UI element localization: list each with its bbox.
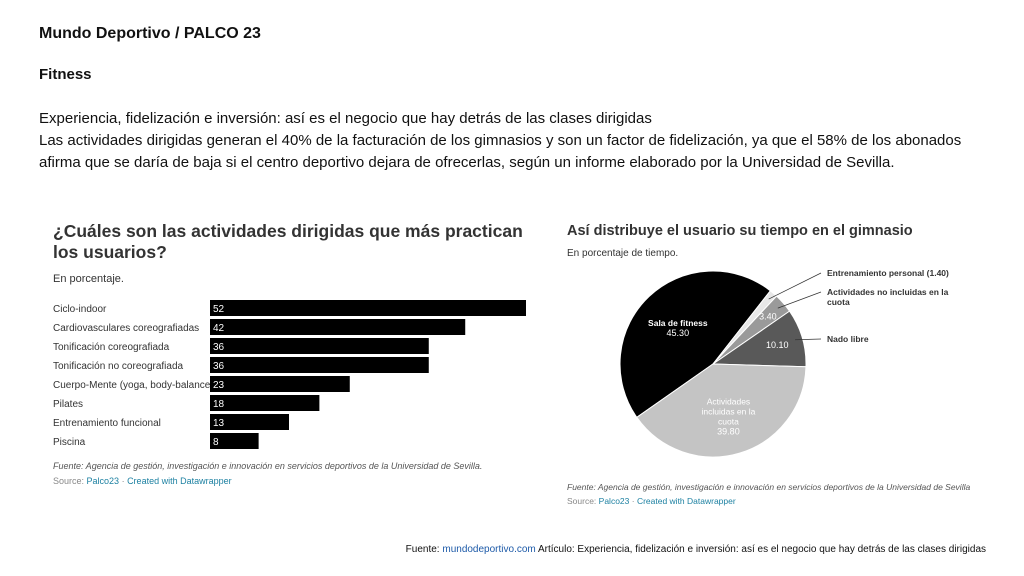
source-separator: · xyxy=(119,476,128,486)
bar xyxy=(210,376,350,392)
bar xyxy=(210,319,466,335)
source-prefix: Source: xyxy=(567,496,599,506)
pie-chart-subtitle: En porcentaje de tiempo. xyxy=(567,248,679,259)
page-title: Mundo Deportivo / PALCO 23 xyxy=(39,25,261,42)
bar xyxy=(210,300,526,316)
footer-text: Artículo: Experiencia, fidelización e in… xyxy=(535,544,986,555)
bar-category-label: Ciclo-indoor xyxy=(53,304,107,315)
bar-value-label: 36 xyxy=(213,342,225,353)
page-footer: Fuente: mundodeportivo.com Artículo: Exp… xyxy=(406,544,986,555)
article-summary: Las actividades dirigidas generan el 40%… xyxy=(39,132,962,171)
bar-chart-subtitle: En porcentaje. xyxy=(53,273,124,285)
bar-value-label: 18 xyxy=(213,399,225,410)
bar xyxy=(210,338,429,354)
pie-slice-label: Actividades xyxy=(707,397,750,407)
bar-category-label: Entrenamiento funcional xyxy=(53,418,161,429)
bar-chart-panel: ¿Cuáles son las actividades dirigidas qu… xyxy=(53,221,533,491)
pie-leader-line xyxy=(768,272,822,300)
pie-slice-label: incluidas en la xyxy=(702,407,756,417)
source-link[interactable]: Palco23 xyxy=(598,496,630,506)
source-link[interactable]: Palco23 xyxy=(86,476,120,486)
datawrapper-link[interactable]: Created with Datawrapper xyxy=(127,476,232,486)
bar-category-label: Piscina xyxy=(53,437,86,448)
pie-leader-line xyxy=(795,338,822,341)
pie-chart-panel: Así distribuye el usuario su tiempo en e… xyxy=(567,222,987,512)
datawrapper-link[interactable]: Created with Datawrapper xyxy=(636,496,736,506)
pie-slice-label: cuota xyxy=(718,417,739,427)
bar xyxy=(210,395,320,411)
pie-chart-note: Fuente: Agencia de gestión, investigació… xyxy=(567,482,971,492)
bar-value-label: 23 xyxy=(213,380,225,391)
pie-slice-label: Sala de fitness xyxy=(648,318,708,328)
pie-slice xyxy=(636,363,807,458)
pie-chart-source: Source: Palco23 · Created with Datawrapp… xyxy=(567,496,736,506)
bar-category-label: Tonificación coreografiada xyxy=(53,342,170,353)
source-prefix: Source: xyxy=(53,476,87,486)
footer-prefix: Fuente: xyxy=(405,544,443,555)
bar-chart: Ciclo-indoor 52 Cardiovasculares coreograf… xyxy=(53,300,526,449)
pie-slice-label: cuota xyxy=(827,297,850,307)
pie-slice xyxy=(619,270,772,419)
pie-slice-label: Actividades no incluidas en la xyxy=(827,287,949,297)
pie-slice-label: Nado libre xyxy=(827,334,869,344)
footer-link[interactable]: mundodeportivo.com xyxy=(442,544,536,555)
bar-category-label: Cardiovasculares coreografiadas xyxy=(53,323,199,334)
bar-category-label: Cuerpo-Mente (yoga, body-balance) xyxy=(53,380,214,391)
intro-text: Experiencia, fidelización e inversión: a… xyxy=(39,108,989,174)
bar-category-label: Tonificación no coreografiada xyxy=(53,361,184,372)
article-headline: Experiencia, fidelización e inversión: a… xyxy=(39,110,652,127)
bar-chart-source: Source: Palco23 · Created with Datawrapp… xyxy=(53,476,232,486)
pie-value-label: 3.40 xyxy=(759,312,777,322)
pie-value-label: 10.10 xyxy=(766,340,789,350)
pie-leader-line xyxy=(777,291,822,309)
bar-value-label: 52 xyxy=(213,304,225,315)
pie-slice-label: Entrenamiento personal (1.40) xyxy=(827,268,949,278)
bar-category-label: Pilates xyxy=(53,399,83,410)
pie-value-label: 45.30 xyxy=(667,328,690,338)
bar-value-label: 13 xyxy=(213,418,225,429)
section-label: Fitness xyxy=(39,66,92,83)
bar-value-label: 42 xyxy=(213,323,225,334)
pie-value-label: 39.80 xyxy=(717,427,740,437)
source-separator: · xyxy=(629,496,637,506)
bar-chart-title: ¿Cuáles son las actividades dirigidas qu… xyxy=(53,221,523,262)
pie-chart-title: Así distribuye el usuario su tiempo en e… xyxy=(567,223,913,239)
bar-value-label: 36 xyxy=(213,361,225,372)
bar xyxy=(210,433,259,449)
bar xyxy=(210,357,429,373)
bar-value-label: 8 xyxy=(213,437,219,448)
bar-chart-note: Fuente: Agencia de gestión, investigació… xyxy=(53,461,483,471)
bar xyxy=(210,414,289,430)
